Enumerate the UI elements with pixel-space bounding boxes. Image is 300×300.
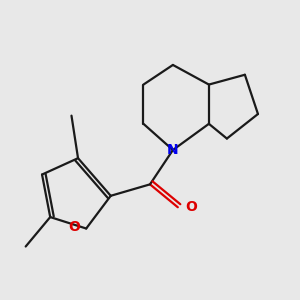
Text: O: O [68,220,80,234]
Text: N: N [167,143,179,157]
Text: O: O [185,200,197,214]
